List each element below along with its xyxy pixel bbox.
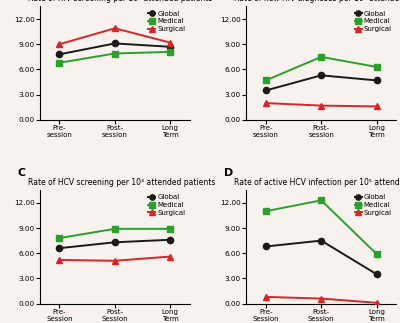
Medical bbox=[374, 65, 379, 69]
Surgical bbox=[319, 297, 324, 300]
Medical bbox=[374, 252, 379, 256]
Surgical bbox=[168, 255, 172, 258]
Global bbox=[319, 73, 324, 77]
Surgical bbox=[112, 26, 117, 30]
Line: Global: Global bbox=[56, 237, 173, 251]
Global bbox=[112, 240, 117, 244]
Surgical bbox=[57, 258, 62, 262]
Medical bbox=[319, 55, 324, 59]
Line: Medical: Medical bbox=[263, 54, 380, 84]
Medical bbox=[57, 236, 62, 240]
Global bbox=[168, 238, 172, 242]
Text: C: C bbox=[18, 168, 26, 178]
Line: Surgical: Surgical bbox=[56, 25, 173, 47]
Medical bbox=[112, 227, 117, 231]
Global bbox=[264, 245, 268, 248]
Surgical bbox=[168, 41, 172, 45]
Medical bbox=[57, 61, 62, 65]
Surgical bbox=[319, 104, 324, 108]
Line: Medical: Medical bbox=[263, 197, 380, 257]
Line: Surgical: Surgical bbox=[56, 254, 173, 264]
Legend: Global, Medical, Surgical: Global, Medical, Surgical bbox=[354, 194, 392, 216]
Text: Rate of HIV screening per 10³ attended patients: Rate of HIV screening per 10³ attended p… bbox=[28, 0, 212, 3]
Surgical bbox=[57, 42, 62, 46]
Global bbox=[168, 45, 172, 49]
Surgical bbox=[264, 101, 268, 105]
Line: Global: Global bbox=[263, 237, 380, 277]
Line: Global: Global bbox=[56, 40, 173, 57]
Medical bbox=[264, 78, 268, 82]
Text: Rate of HCV screening per 10³ attended patients: Rate of HCV screening per 10³ attended p… bbox=[28, 178, 216, 187]
Global bbox=[264, 89, 268, 92]
Legend: Global, Medical, Surgical: Global, Medical, Surgical bbox=[148, 194, 186, 216]
Text: Rate of active HCV infection per 10⁵ attended patients: Rate of active HCV infection per 10⁵ att… bbox=[234, 178, 400, 187]
Medical bbox=[168, 50, 172, 54]
Surgical bbox=[374, 105, 379, 109]
Global bbox=[374, 272, 379, 276]
Legend: Global, Medical, Surgical: Global, Medical, Surgical bbox=[354, 10, 392, 33]
Line: Surgical: Surgical bbox=[263, 294, 380, 306]
Global bbox=[374, 78, 379, 82]
Surgical bbox=[374, 301, 379, 305]
Global bbox=[112, 41, 117, 45]
Medical bbox=[112, 52, 117, 56]
Surgical bbox=[112, 259, 117, 263]
Global bbox=[57, 246, 62, 250]
Global bbox=[319, 239, 324, 243]
Text: Rate of new HIV diagnoses per 10⁵ attended patients: Rate of new HIV diagnoses per 10⁵ attend… bbox=[234, 0, 400, 3]
Line: Medical: Medical bbox=[56, 226, 173, 241]
Medical bbox=[264, 209, 268, 213]
Legend: Global, Medical, Surgical: Global, Medical, Surgical bbox=[148, 10, 186, 33]
Medical bbox=[319, 198, 324, 202]
Surgical bbox=[264, 295, 268, 299]
Medical bbox=[168, 227, 172, 231]
Line: Medical: Medical bbox=[56, 49, 173, 66]
Global bbox=[57, 52, 62, 56]
Text: D: D bbox=[224, 168, 233, 178]
Line: Surgical: Surgical bbox=[263, 100, 380, 109]
Line: Global: Global bbox=[263, 72, 380, 94]
